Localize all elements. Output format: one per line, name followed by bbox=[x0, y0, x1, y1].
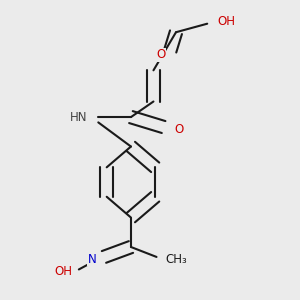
Text: HN: HN bbox=[70, 111, 88, 124]
Text: O: O bbox=[156, 48, 166, 61]
Text: N: N bbox=[88, 253, 96, 266]
Text: O: O bbox=[174, 123, 184, 136]
Text: CH₃: CH₃ bbox=[166, 253, 187, 266]
Text: OH: OH bbox=[218, 15, 236, 28]
Text: OH: OH bbox=[54, 265, 72, 278]
